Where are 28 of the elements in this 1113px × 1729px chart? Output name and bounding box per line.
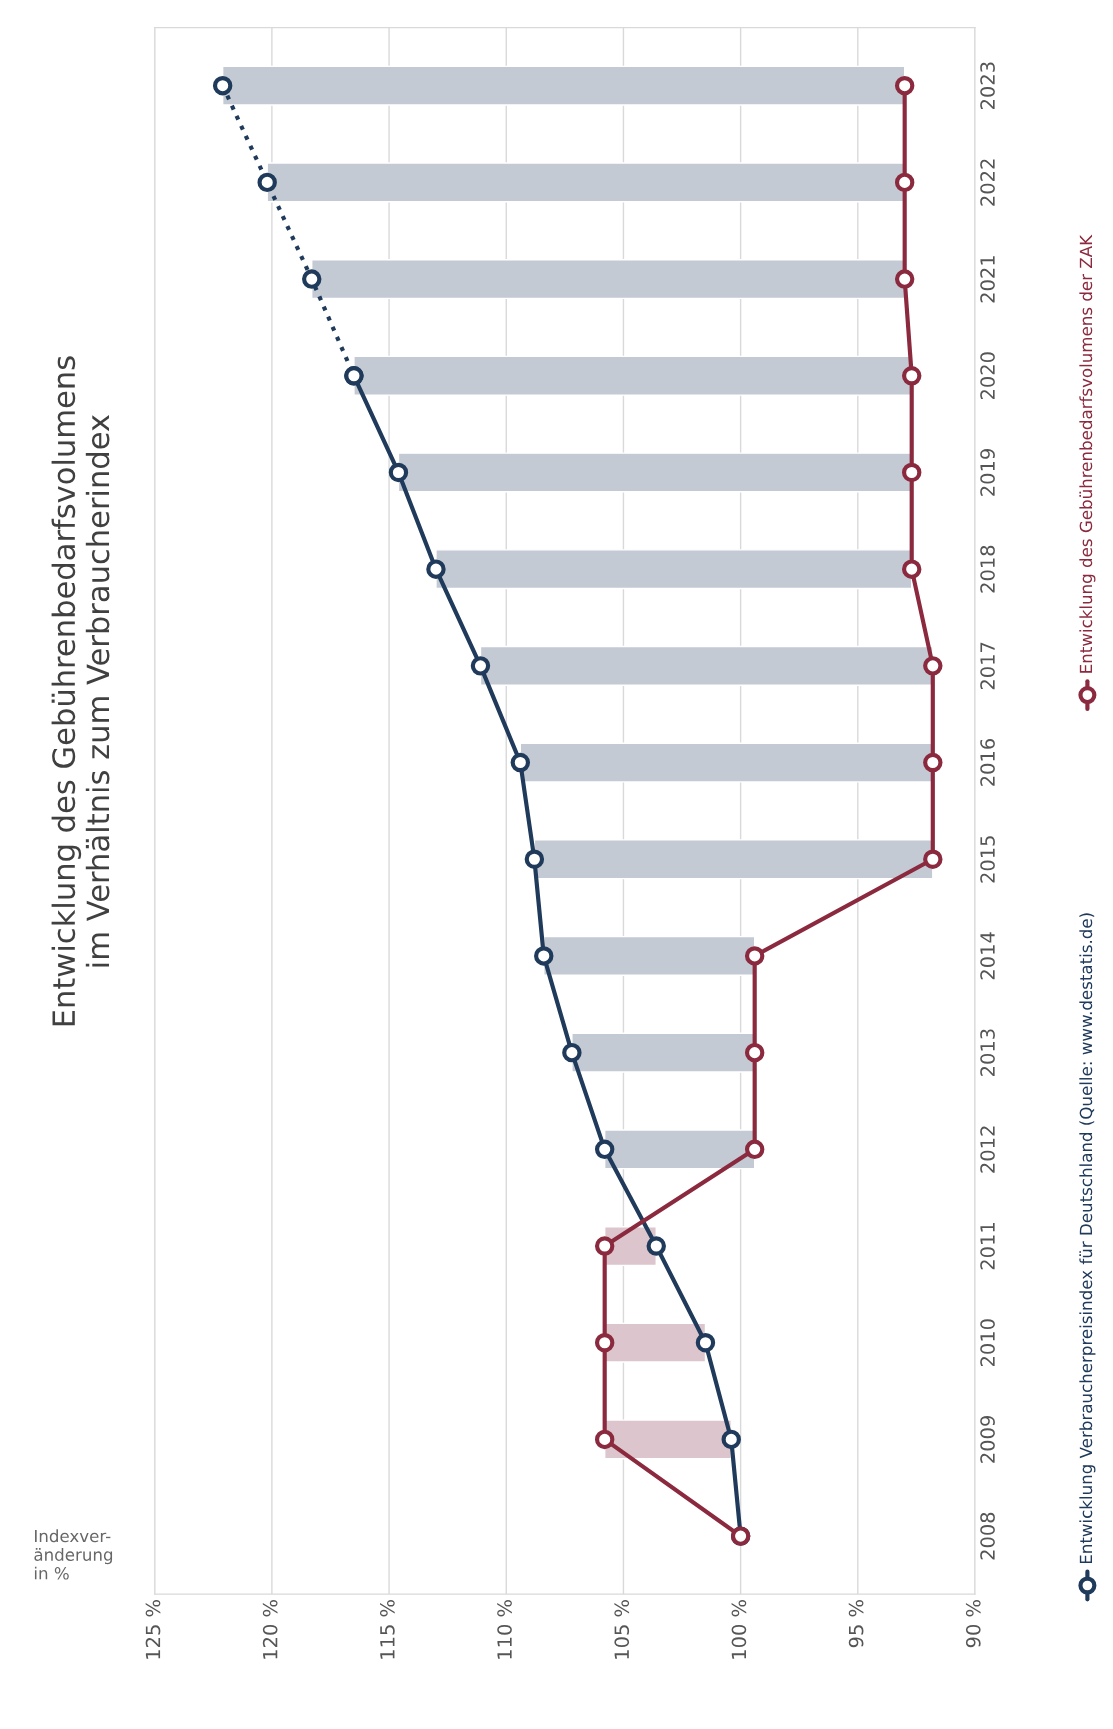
y-tick-label: 2016 (980, 739, 995, 786)
text: Entwicklung des Gebührenbedarfsvolumens im Verhältnis zum Verbraucherindex (51, 356, 110, 1026)
y-tick-label: 2017 (980, 642, 995, 690)
x-tick-label: 120 % (262, 1600, 278, 1659)
y-tick-label: 2023 (980, 62, 995, 109)
y-tick-label: 2012 (980, 1126, 995, 1173)
x-tick-label: 95 % (848, 1600, 864, 1648)
y-tick-label: 2009 (980, 1416, 995, 1463)
y-tick-label: 2008 (980, 1512, 995, 1560)
y-tick-label: 2019 (980, 449, 995, 496)
text: Entwicklung des Gebührenbedarfsvolumens der ZAK (1079, 234, 1096, 673)
text: Entwicklung Verbraucherpreisindex für Deutschland (Quelle: www.destatis.de) (1079, 913, 1096, 1564)
x-tick-label: 110 % (497, 1600, 512, 1659)
y-tick-label: 2013 (980, 1029, 995, 1076)
y-tick-label: 2015 (980, 836, 995, 883)
y-tick-label: 2011 (980, 1223, 995, 1270)
x-tick-label: 125 % (145, 1600, 161, 1659)
x-axis-title: Indexver- änderung in % (34, 1529, 113, 1580)
y-tick-label: 2020 (980, 352, 995, 400)
x-tick-label: 105 % (614, 1600, 630, 1659)
x-tick-label: 90 % (965, 1600, 981, 1648)
x-tick-label: 115 % (380, 1600, 395, 1659)
y-tick-label: 2021 (980, 256, 995, 303)
y-tick-label: 2018 (980, 545, 995, 593)
y-tick-label: 2022 (980, 159, 995, 206)
y-tick-label: 2010 (980, 1319, 995, 1367)
x-tick-label: 100 % (731, 1600, 747, 1659)
y-tick-label: 2014 (980, 932, 995, 980)
